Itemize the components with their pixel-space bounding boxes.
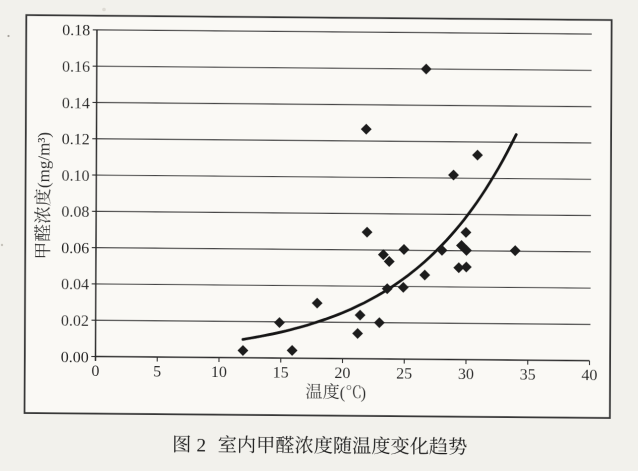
svg-text:0.06: 0.06 xyxy=(61,240,89,257)
svg-text:40: 40 xyxy=(581,367,597,384)
svg-text:2: 2 xyxy=(196,435,206,456)
svg-text:0.12: 0.12 xyxy=(62,131,90,148)
svg-text:30: 30 xyxy=(458,366,474,383)
svg-text:0.10: 0.10 xyxy=(62,168,90,185)
svg-text:0.02: 0.02 xyxy=(61,313,89,330)
svg-text:0.00: 0.00 xyxy=(61,349,89,366)
svg-text:0.08: 0.08 xyxy=(61,204,89,221)
svg-text:0.16: 0.16 xyxy=(62,59,90,76)
svg-text:15: 15 xyxy=(273,364,289,381)
svg-text:10: 10 xyxy=(211,364,227,381)
svg-text:5: 5 xyxy=(153,363,161,380)
svg-text:(: ( xyxy=(340,383,346,402)
svg-text:20: 20 xyxy=(334,365,350,382)
svg-text:0: 0 xyxy=(91,363,99,380)
svg-text:35: 35 xyxy=(520,366,536,383)
svg-text:0.18: 0.18 xyxy=(62,22,90,39)
svg-text:(mg/m³): (mg/m³) xyxy=(34,132,53,188)
svg-text:25: 25 xyxy=(396,365,412,382)
svg-text:0.14: 0.14 xyxy=(62,95,90,112)
svg-text:): ) xyxy=(361,383,367,402)
svg-text:0.04: 0.04 xyxy=(61,276,89,293)
